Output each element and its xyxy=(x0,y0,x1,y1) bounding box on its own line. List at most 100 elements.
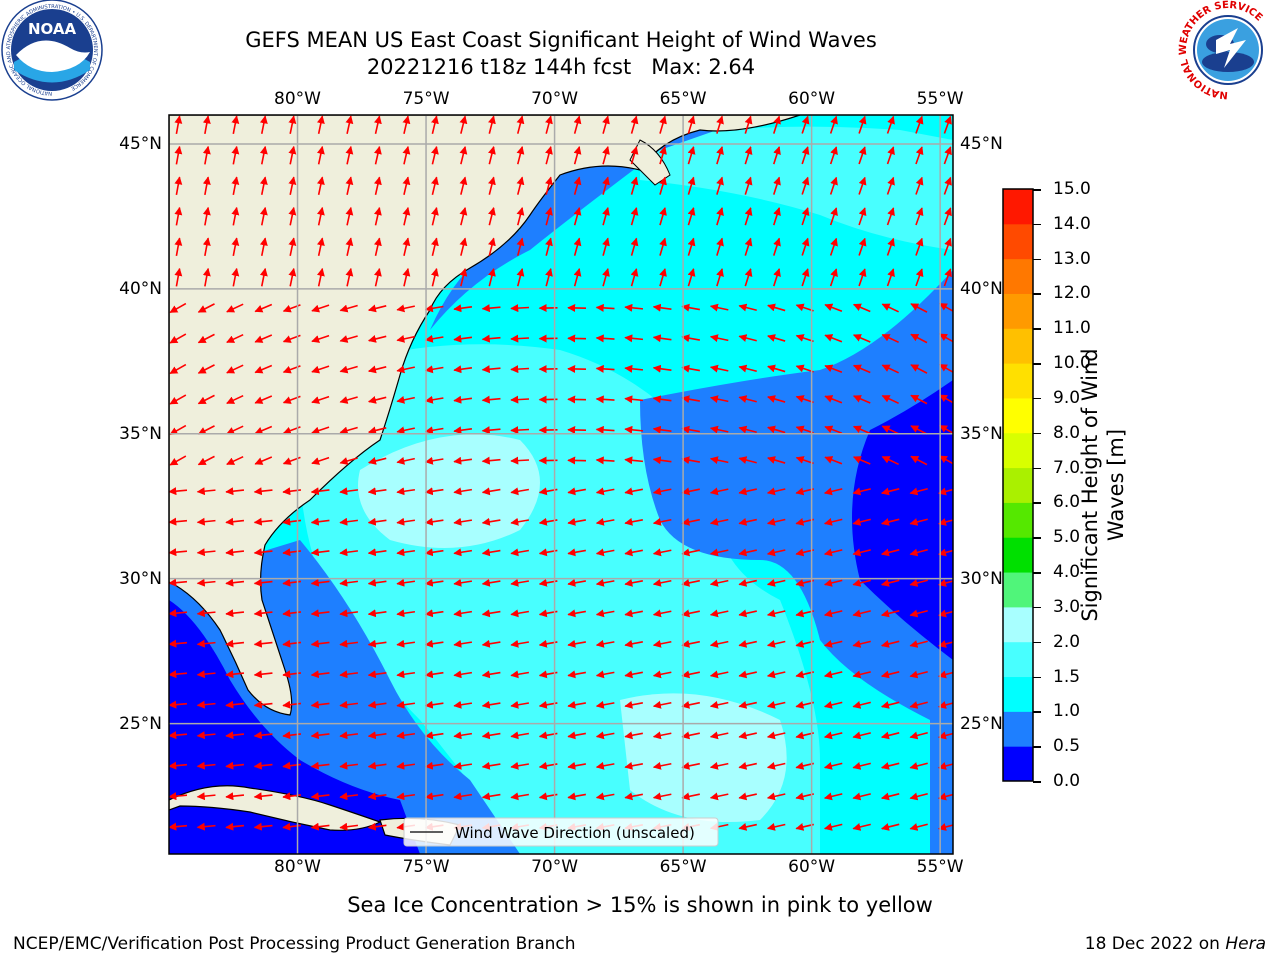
wave-direction-arrow xyxy=(624,548,643,557)
title-line-1: GEFS MEAN US East Coast Significant Heig… xyxy=(245,28,877,52)
wave-direction-arrow xyxy=(824,425,843,434)
colorbar-level-label: 8.0 xyxy=(1053,422,1081,443)
wave-direction-arrow xyxy=(481,334,501,343)
wave-direction-arrow xyxy=(196,761,216,770)
wave-direction-arrow xyxy=(738,456,757,464)
wave-direction-arrow xyxy=(226,333,244,344)
wave-direction-arrow xyxy=(652,639,672,648)
wave-direction-arrow xyxy=(801,237,810,256)
wave-direction-arrow xyxy=(766,609,786,618)
wave-direction-arrow xyxy=(766,822,786,831)
wave-direction-arrow xyxy=(345,237,354,256)
wave-direction-arrow xyxy=(453,456,473,465)
wave-direction-arrow xyxy=(169,639,188,648)
wave-direction-arrow xyxy=(431,145,439,165)
wave-direction-arrow xyxy=(709,303,729,312)
wave-direction-arrow xyxy=(709,456,729,465)
wave-direction-arrow xyxy=(510,426,530,435)
wave-direction-arrow xyxy=(681,303,701,312)
wave-direction-arrow xyxy=(225,670,245,679)
wave-direction-arrow xyxy=(687,237,696,256)
wave-direction-arrow xyxy=(367,609,387,618)
wave-direction-arrow xyxy=(453,639,473,648)
wave-direction-arrow xyxy=(316,145,325,165)
wave-direction-arrow xyxy=(567,517,586,526)
wave-direction-arrow xyxy=(829,115,838,134)
wave-direction-arrow xyxy=(910,364,928,374)
lat-tick-label: 25°N xyxy=(960,713,1003,734)
land-nova-scotia xyxy=(629,139,671,186)
wave-direction-arrow xyxy=(823,487,843,496)
wave-direction-arrow xyxy=(424,334,444,343)
wave-direction-arrow xyxy=(910,303,928,313)
wave-direction-arrow xyxy=(744,207,753,226)
wave-direction-arrow xyxy=(402,206,411,226)
wave-direction-arrow xyxy=(687,146,696,165)
wave-direction-arrow xyxy=(453,578,473,587)
colorbar-tick xyxy=(1033,781,1041,783)
wave-direction-arrow xyxy=(709,548,729,557)
wave-direction-arrow xyxy=(225,517,245,526)
wave-direction-arrow xyxy=(431,176,439,195)
wave-direction-arrow xyxy=(659,237,667,256)
wave-direction-arrow xyxy=(659,268,667,287)
lon-tick-label: 80°W xyxy=(274,89,321,109)
wave-direction-arrow xyxy=(310,639,330,648)
wave-direction-arrow xyxy=(909,579,928,587)
wave-direction-arrow xyxy=(938,792,953,801)
wave-direction-arrow xyxy=(738,731,757,740)
wave-direction-arrow xyxy=(373,145,382,165)
wave-direction-arrow xyxy=(595,670,615,679)
colorbar-level-label: 11.0 xyxy=(1053,318,1091,339)
wave-direction-arrow xyxy=(938,609,953,618)
wave-direction-arrow xyxy=(367,365,387,374)
wave-direction-arrow xyxy=(687,176,696,195)
wave-direction-arrow xyxy=(880,823,900,831)
wave-direction-arrow xyxy=(339,335,358,343)
wave-direction-arrow xyxy=(481,426,501,435)
wave-direction-arrow xyxy=(823,762,843,770)
wave-direction-arrow xyxy=(595,578,615,587)
wave-direction-arrow xyxy=(567,487,586,496)
wave-direction-arrow xyxy=(938,762,953,770)
wave-direction-arrow xyxy=(510,609,530,618)
wave-direction-arrow xyxy=(225,792,245,801)
wave-direction-arrow xyxy=(738,670,757,679)
wave-direction-arrow xyxy=(288,237,297,256)
wave-direction-arrow xyxy=(453,670,473,679)
wave-direction-arrow xyxy=(567,792,586,801)
lat-tick-label: 45°N xyxy=(960,133,1003,154)
wave-direction-arrow xyxy=(510,731,530,740)
wave-direction-arrow xyxy=(852,762,871,770)
wave-direction-arrow xyxy=(481,517,501,526)
wave-direction-arrow xyxy=(687,268,696,287)
colorbar-level-label: 1.0 xyxy=(1053,701,1081,722)
colorbar xyxy=(1002,188,1034,782)
wave-direction-arrow xyxy=(169,424,187,436)
wave-direction-arrow xyxy=(823,731,843,740)
colorbar-tick xyxy=(1033,363,1041,365)
wave-direction-arrow xyxy=(880,762,900,770)
wave-direction-arrow xyxy=(174,267,183,287)
wave-direction-arrow xyxy=(226,394,244,405)
wave-direction-arrow xyxy=(824,364,843,373)
lat-tick-label: 40°N xyxy=(119,278,162,299)
wave-direction-arrow xyxy=(226,364,244,374)
wave-direction-arrow xyxy=(744,237,753,256)
wave-direction-arrow xyxy=(311,365,330,374)
wave-direction-arrow xyxy=(858,237,867,256)
wave-direction-arrow xyxy=(396,609,416,618)
wave-direction-arrow xyxy=(744,146,753,165)
wave-direction-arrow xyxy=(624,700,643,709)
wave-direction-arrow xyxy=(481,761,501,770)
wave-direction-arrow xyxy=(424,761,444,770)
wave-direction-arrow xyxy=(938,487,953,496)
wave-direction-arrow xyxy=(424,639,444,648)
noaa-logo: NOAA NATIONAL OCEANIC AND ATMOSPHERIC AD… xyxy=(1,0,103,101)
wave-direction-arrow xyxy=(431,267,439,287)
wave-direction-arrow xyxy=(687,207,696,226)
wave-direction-arrow xyxy=(630,146,639,165)
wave-direction-arrow xyxy=(567,578,586,587)
wave-direction-arrow xyxy=(795,670,814,679)
wave-direction-arrow xyxy=(367,548,387,557)
